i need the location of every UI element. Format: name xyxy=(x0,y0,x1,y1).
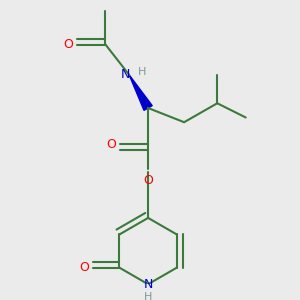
Text: N: N xyxy=(121,68,130,81)
Text: O: O xyxy=(106,137,116,151)
Text: O: O xyxy=(80,261,89,274)
Polygon shape xyxy=(129,75,152,110)
Text: H: H xyxy=(138,67,147,77)
Text: O: O xyxy=(64,38,74,51)
Text: O: O xyxy=(143,173,153,187)
Text: N: N xyxy=(143,278,153,291)
Text: H: H xyxy=(144,292,152,300)
